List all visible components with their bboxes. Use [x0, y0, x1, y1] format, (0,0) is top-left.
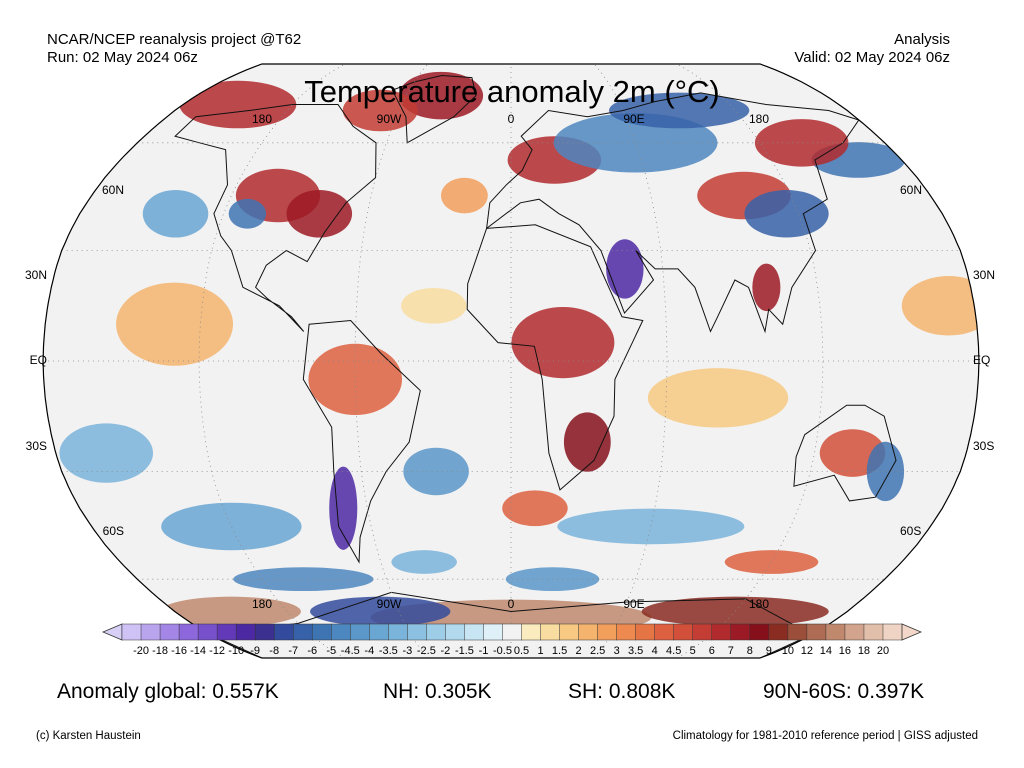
- lat-right-0: 60N: [900, 183, 923, 197]
- colorbar-label-12: -4: [364, 645, 375, 657]
- colorbar-label-6: -9: [250, 645, 261, 657]
- colorbar-label-18: -1: [478, 645, 489, 657]
- lat-right-2: EQ: [973, 353, 991, 367]
- colorbar-label-36: 14: [819, 645, 833, 657]
- lon-bottom-3: 90E: [623, 597, 645, 611]
- colorbar-label-25: 3: [613, 645, 620, 657]
- colorbar-label-39: 20: [876, 645, 890, 657]
- colorbar-label-26: 3.5: [628, 645, 644, 657]
- lon-top-3: 90E: [623, 112, 645, 126]
- colorbar-label-14: -3: [402, 645, 413, 657]
- lat-right-3: 30S: [973, 439, 995, 453]
- header-type: Analysis: [894, 31, 950, 48]
- colorbar-label-21: 1: [537, 645, 544, 657]
- lon-top-1: 90W: [376, 112, 402, 126]
- colorbar-label-24: 2.5: [589, 645, 606, 657]
- lon-top-2: 0: [507, 112, 515, 126]
- map-title: Temperature anomaly 2m (°C): [304, 74, 720, 109]
- stat-polar: 90N-60S: 0.397K: [763, 680, 925, 703]
- colorbar-label-9: -6: [307, 645, 318, 657]
- colorbar-label-3: -14: [190, 645, 207, 657]
- stat-global: Anomaly global: 0.557K: [57, 680, 279, 703]
- lat-left-2: EQ: [29, 353, 47, 367]
- colorbar-label-27: 4: [651, 645, 658, 657]
- lat-left-0: 60N: [101, 183, 124, 197]
- lat-left-4: 60S: [102, 524, 124, 538]
- colorbar-label-32: 8: [746, 645, 753, 657]
- map-outline: [42, 63, 980, 659]
- colorbar-label-16: -2: [440, 645, 451, 657]
- colorbar-label-20: 0.5: [513, 645, 530, 657]
- graticule: [43, 64, 979, 658]
- footer-credit: (c) Karsten Haustein: [36, 730, 141, 742]
- colorbar-label-29: 5: [689, 645, 696, 657]
- colorbar-label-35: 12: [800, 645, 813, 657]
- colorbar-label-30: 6: [708, 645, 715, 657]
- colorbar-label-31: 7: [727, 645, 734, 657]
- colorbar-label-2: -16: [171, 645, 188, 657]
- colorbar-label-28: 4.5: [666, 645, 682, 657]
- colorbar-label-4: -12: [209, 645, 226, 657]
- colorbar-label-0: -20: [133, 645, 149, 657]
- lat-right-4: 60S: [900, 524, 922, 538]
- colorbar-label-34: 10: [781, 645, 794, 657]
- colorbar-label-10: -5: [326, 645, 337, 657]
- colorbar-label-15: -2.5: [416, 645, 436, 657]
- lat-left-3: 30S: [25, 439, 47, 453]
- colorbar-label-8: -7: [288, 645, 299, 657]
- lon-top-4: 180: [748, 112, 770, 126]
- colorbar-label-5: -10: [228, 645, 245, 657]
- lon-bottom-2: 0: [507, 597, 515, 611]
- colorbar-label-38: 18: [857, 645, 871, 657]
- lon-bottom-0: 180: [251, 597, 273, 611]
- stat-nh: NH: 0.305K: [383, 680, 492, 703]
- lon-bottom-4: 180: [748, 597, 770, 611]
- colorbar-label-19: -0.5: [493, 645, 512, 657]
- colorbar-label-13: -3.5: [378, 645, 398, 657]
- footer-climatology: Climatology for 1981-2010 reference peri…: [672, 730, 978, 742]
- header-valid: Valid: 02 May 2024 06z: [794, 49, 950, 66]
- lon-bottom-1: 90W: [376, 597, 402, 611]
- colorbar: [101, 623, 923, 641]
- header-run: Run: 02 May 2024 06z: [47, 49, 198, 66]
- colorbar-label-37: 16: [838, 645, 852, 657]
- lat-left-1: 30N: [24, 268, 47, 282]
- colorbar-label-33: 9: [765, 645, 772, 657]
- colorbar-label-23: 2: [575, 645, 582, 657]
- header-source: NCAR/NCEP reanalysis project @T62: [47, 31, 302, 48]
- colorbar-label-17: -1.5: [454, 645, 474, 657]
- lat-right-1: 30N: [973, 268, 996, 282]
- colorbar-label-11: -4.5: [340, 645, 360, 657]
- colorbar-label-7: -8: [269, 645, 280, 657]
- colorbar-label-1: -18: [152, 645, 168, 657]
- colorbar-label-22: 1.5: [551, 645, 568, 657]
- stat-sh: SH: 0.808K: [568, 680, 676, 703]
- continent-outlines: [174, 74, 897, 658]
- lon-top-0: 180: [251, 112, 273, 126]
